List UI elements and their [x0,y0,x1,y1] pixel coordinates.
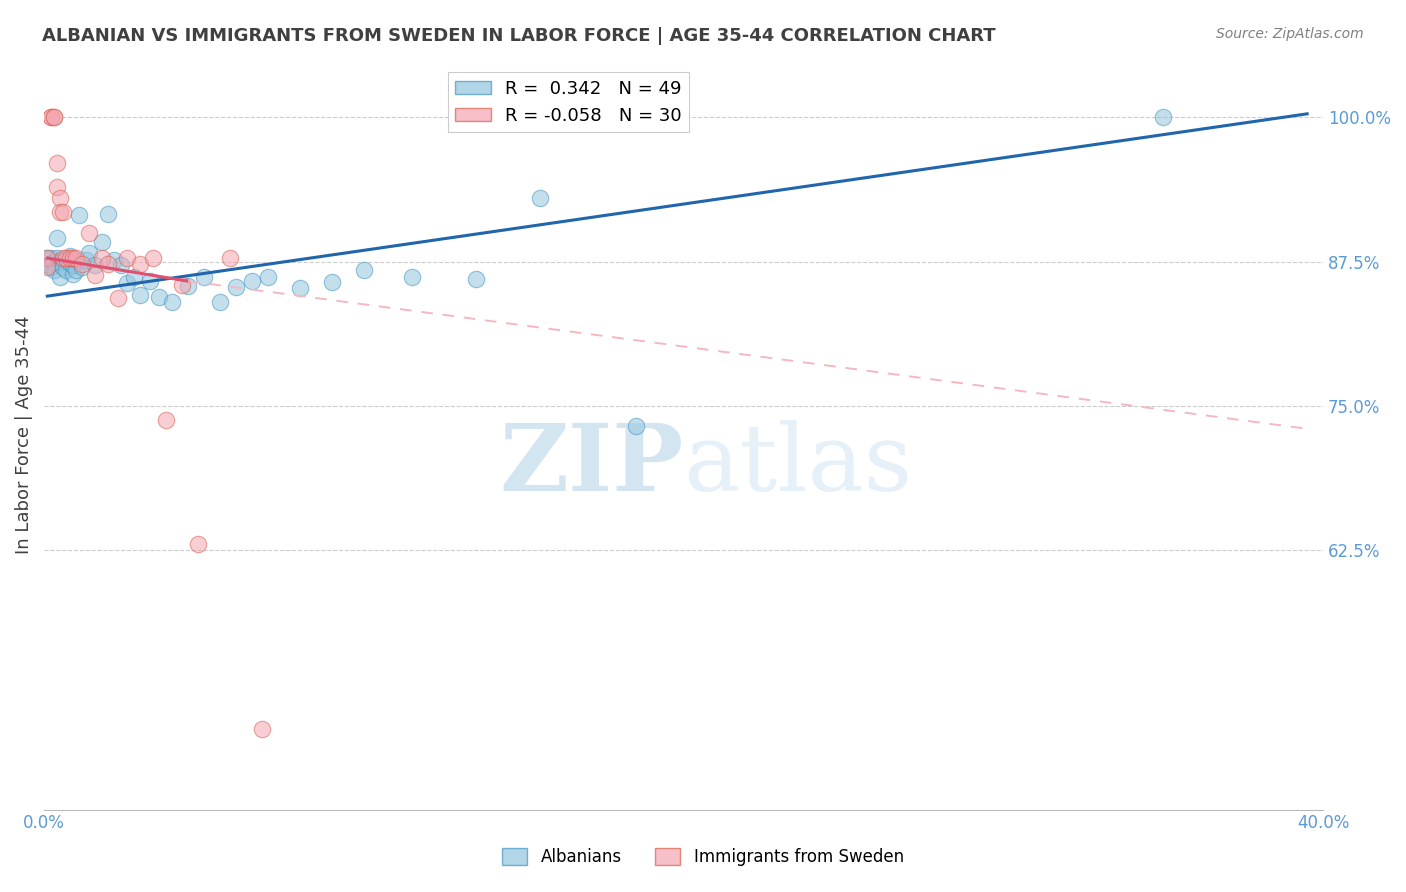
Point [122,269,145,284]
Point [84,268,107,283]
Point [177,278,200,293]
Point [52,253,75,268]
Point [401,269,423,284]
Point [45,156,67,170]
Point [187,537,209,551]
Point [97,207,120,221]
Point [84,258,107,272]
Legend: Albanians, Immigrants from Sweden: Albanians, Immigrants from Sweden [496,841,910,873]
Point [250,722,273,736]
Point [49,191,72,205]
Point [72,260,94,275]
Point [49,205,72,219]
Point [464,272,486,286]
Point [62,258,84,272]
Point [170,277,193,292]
Point [129,257,152,271]
Point [37,251,59,265]
Point [129,288,152,302]
Point [1152,110,1174,124]
Point [52,260,75,275]
Point [117,251,139,265]
Y-axis label: In Labor Force | Age 35-44: In Labor Force | Age 35-44 [15,315,32,554]
Point [75,253,97,268]
Point [39,260,62,275]
Point [138,274,160,288]
Point [288,281,311,295]
Point [59,255,82,269]
Point [321,275,343,289]
Point [72,257,94,271]
Point [52,251,75,265]
Point [55,251,77,265]
Text: Source: ZipAtlas.com: Source: ZipAtlas.com [1216,27,1364,41]
Point [353,262,375,277]
Point [59,251,82,265]
Point [65,262,87,277]
Point [37,260,59,275]
Point [225,280,247,294]
Point [37,258,59,272]
Point [240,274,263,288]
Point [529,191,551,205]
Point [39,110,62,124]
Point [52,205,75,219]
Point [37,251,59,265]
Point [155,412,177,426]
Text: ZIP: ZIP [499,419,683,509]
Point [107,292,129,306]
Point [110,258,132,272]
Point [45,251,67,265]
Point [62,251,84,265]
Point [42,110,65,124]
Point [45,179,67,194]
Point [97,257,120,271]
Point [67,208,90,222]
Point [77,226,100,240]
Point [55,253,77,268]
Point [218,251,240,265]
Point [42,262,65,277]
Point [62,267,84,281]
Point [45,231,67,245]
Text: ALBANIAN VS IMMIGRANTS FROM SWEDEN IN LABOR FORCE | AGE 35-44 CORRELATION CHART: ALBANIAN VS IMMIGRANTS FROM SWEDEN IN LA… [42,27,995,45]
Point [49,254,72,268]
Text: atlas: atlas [683,419,912,509]
Point [148,290,170,304]
Point [59,249,82,263]
Point [208,294,231,309]
Legend: R =  0.342   N = 49, R = -0.058   N = 30: R = 0.342 N = 49, R = -0.058 N = 30 [447,72,689,132]
Point [39,110,62,124]
Point [624,419,647,434]
Point [90,235,112,249]
Point [42,254,65,268]
Point [90,251,112,265]
Point [39,251,62,265]
Point [103,253,125,268]
Point [257,269,280,284]
Point [77,246,100,260]
Point [193,269,215,284]
Point [42,110,65,124]
Point [142,251,165,265]
Point [65,253,87,268]
Point [55,262,77,277]
Point [160,294,183,309]
Point [65,251,87,265]
Point [117,277,139,291]
Point [49,269,72,284]
